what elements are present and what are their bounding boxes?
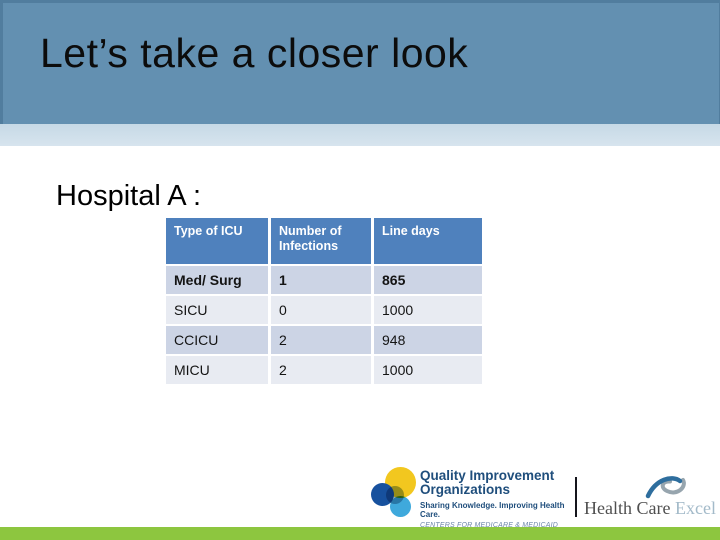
column-header-number-of-infections: Number of Infections: [271, 218, 371, 264]
cell-icu-type: Med/ Surg: [166, 266, 268, 294]
table-row: SICU 0 1000: [166, 296, 482, 324]
cell-line-days: 1000: [374, 296, 482, 324]
cell-line-days: 865: [374, 266, 482, 294]
column-header-line-days: Line days: [374, 218, 482, 264]
cell-infections: 2: [271, 326, 371, 354]
cell-infections: 2: [271, 356, 371, 384]
cell-icu-type: MICU: [166, 356, 268, 384]
hce-wordmark: Health Care Excel: [584, 498, 716, 519]
slide-title: Let’s take a closer look: [40, 30, 469, 76]
cell-infections: 1: [271, 266, 371, 294]
table-row: Med/ Surg 1 865: [166, 266, 482, 294]
cell-line-days: 1000: [374, 356, 482, 384]
cell-icu-type: SICU: [166, 296, 268, 324]
slide-header-band: Let’s take a closer look: [0, 0, 720, 124]
cell-infections: 0: [271, 296, 371, 324]
column-header-type-of-icu: Type of ICU: [166, 218, 268, 264]
icu-data-table: Type of ICU Number of Infections Line da…: [163, 216, 485, 386]
hce-swoosh-icon: [645, 476, 686, 499]
table-row: CCICU 2 948: [166, 326, 482, 354]
qio-logo-text: Quality Improvement Organizations Sharin…: [420, 469, 580, 538]
header-accent-strip: [0, 124, 720, 146]
table-header-row: Type of ICU Number of Infections Line da…: [166, 218, 482, 264]
qio-tagline: Sharing Knowledge. Improving Health Care…: [420, 501, 565, 519]
hce-wordmark-health-care: Health Care: [584, 498, 675, 518]
table-row: MICU 2 1000: [166, 356, 482, 384]
qio-lightblue-circle-icon: [390, 496, 411, 517]
health-care-excel-logo: Health Care Excel: [584, 468, 716, 520]
qio-name-line2: Organizations: [420, 482, 511, 497]
hce-wordmark-excel: Excel: [674, 498, 716, 518]
logo-divider: [575, 477, 577, 517]
cell-line-days: 948: [374, 326, 482, 354]
qio-name-line1: Quality Improvement: [420, 468, 555, 483]
hospital-label: Hospital A :: [56, 180, 202, 212]
bottom-green-bar: [0, 527, 720, 540]
cell-icu-type: CCICU: [166, 326, 268, 354]
qio-circles-icon: [371, 466, 425, 522]
